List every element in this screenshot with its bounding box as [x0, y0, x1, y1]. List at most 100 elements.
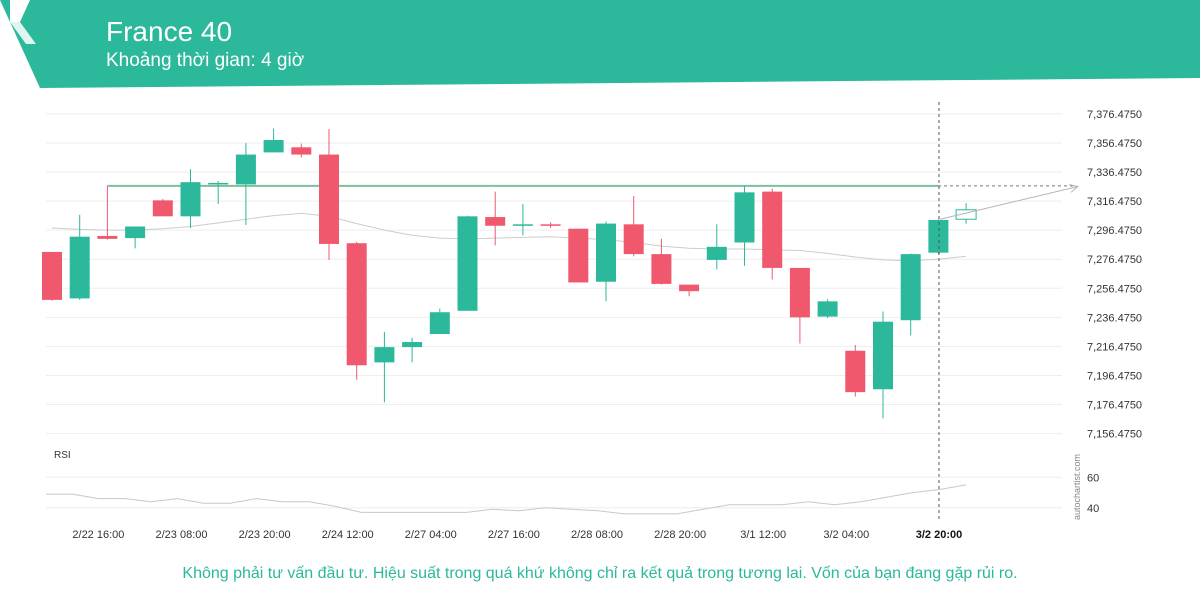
projection-arrowhead: [1069, 184, 1080, 193]
candle-body: [706, 246, 727, 260]
candle-body: [319, 154, 339, 244]
candle: [596, 221, 616, 302]
x-tick-label: 2/24 12:00: [322, 529, 374, 541]
rsi-tick-label: 60: [1087, 472, 1099, 484]
candle-body: [457, 216, 478, 311]
price-axis: 7,376.4750 7,356.4750 7,336.4750 7,316.4750…: [1087, 109, 1142, 441]
rsi-tick-label: 40: [1087, 503, 1099, 515]
candle-body: [125, 226, 146, 239]
x-tick-label: 2/23 20:00: [239, 529, 291, 541]
y-tick-label: 7,356.4750: [1087, 138, 1142, 150]
candle: [235, 142, 256, 226]
candle: [374, 331, 395, 403]
moving-average-path: [51, 212, 967, 262]
moving-average-line: [51, 212, 967, 262]
candle-body: [873, 321, 893, 390]
candle-body: [512, 224, 533, 226]
candle: [429, 308, 450, 335]
candle: [512, 203, 533, 236]
candle-body: [485, 217, 506, 226]
candle-body: [97, 235, 118, 239]
candle-body: [263, 140, 284, 153]
candle: [97, 185, 118, 240]
candle-body: [679, 284, 700, 292]
candle-body: [69, 236, 90, 299]
candle-body: [845, 350, 866, 393]
candle: [291, 143, 312, 158]
header-band: France 40 Khoảng thời gian: 4 giờ: [0, 0, 1200, 90]
candle-body: [596, 223, 616, 282]
candle: [762, 188, 783, 280]
candle: [42, 251, 62, 301]
x-tick-label: 3/1 12:00: [740, 529, 786, 541]
timeframe-subtitle: Khoảng thời gian: 4 giờ: [106, 50, 305, 71]
y-tick-label: 7,276.4750: [1087, 254, 1142, 266]
candle-body: [734, 192, 755, 243]
candle-body: [955, 209, 977, 220]
candle-body: [789, 267, 810, 318]
candle: [568, 228, 589, 283]
candle: [346, 241, 367, 380]
candle-body: [429, 312, 450, 335]
candle: [540, 222, 561, 228]
candle: [928, 219, 949, 255]
candle-body: [568, 228, 589, 283]
candle: [706, 224, 727, 270]
rsi-label: RSI: [54, 450, 71, 461]
x-tick-label: 3/2 20:00: [916, 529, 962, 541]
candle: [873, 311, 893, 419]
x-tick-label: 2/23 08:00: [156, 529, 208, 541]
candle-body: [235, 154, 256, 185]
candle: [734, 185, 755, 266]
y-tick-label: 7,176.4750: [1087, 400, 1142, 412]
candle-body: [42, 251, 62, 300]
candle-body: [402, 342, 423, 348]
x-tick-label: 2/27 16:00: [488, 529, 540, 541]
candle: [900, 253, 921, 336]
y-tick-label: 7,216.4750: [1087, 341, 1142, 353]
candle-body: [346, 243, 367, 366]
candle-body: [762, 191, 783, 268]
x-tick-label: 2/27 04:00: [405, 529, 457, 541]
candle: [789, 267, 810, 344]
candle-body: [540, 224, 561, 226]
candle-body: [651, 254, 672, 284]
candle: [845, 344, 866, 397]
candle: [679, 284, 700, 297]
candle-body: [928, 219, 949, 253]
candle-body: [374, 347, 395, 363]
candle-body: [152, 200, 173, 217]
projection-line: [939, 186, 1079, 220]
header-background: [0, 0, 1200, 88]
candle: [263, 128, 284, 153]
candle: [623, 195, 644, 257]
candle-body: [180, 182, 201, 217]
candle-body: [900, 254, 921, 321]
y-tick-label: 7,316.4750: [1087, 196, 1142, 208]
y-tick-label: 7,196.4750: [1087, 370, 1142, 382]
instrument-title: France 40: [106, 16, 233, 47]
candle: [69, 214, 90, 300]
x-tick-label: 2/28 08:00: [571, 529, 623, 541]
y-tick-label: 7,376.4750: [1087, 109, 1142, 121]
y-tick-label: 7,156.4750: [1087, 429, 1142, 441]
candle: [485, 191, 506, 246]
candle-body: [291, 147, 312, 155]
disclaimer: Không phải tư vấn đầu tư. Hiệu suất tron…: [182, 565, 1018, 582]
candle-body: [623, 224, 644, 255]
candle: [402, 337, 423, 363]
x-tick-label: 2/22 16:00: [72, 529, 124, 541]
candle: [180, 169, 201, 228]
candle: [817, 299, 838, 319]
y-tick-label: 7,256.4750: [1087, 283, 1142, 295]
y-tick-label: 7,296.4750: [1087, 225, 1142, 237]
y-tick-label: 7,236.4750: [1087, 312, 1142, 324]
rsi-panel: RSI 60 40: [46, 450, 1099, 515]
candle-body: [817, 301, 838, 317]
candle: [152, 198, 173, 217]
autochartist-logo-icon: [4, 0, 36, 60]
candle-body: [208, 182, 229, 185]
projection-arrow: [938, 102, 1080, 522]
x-tick-label: 3/2 04:00: [823, 529, 869, 541]
watermark: autochartist.com: [1072, 454, 1082, 520]
